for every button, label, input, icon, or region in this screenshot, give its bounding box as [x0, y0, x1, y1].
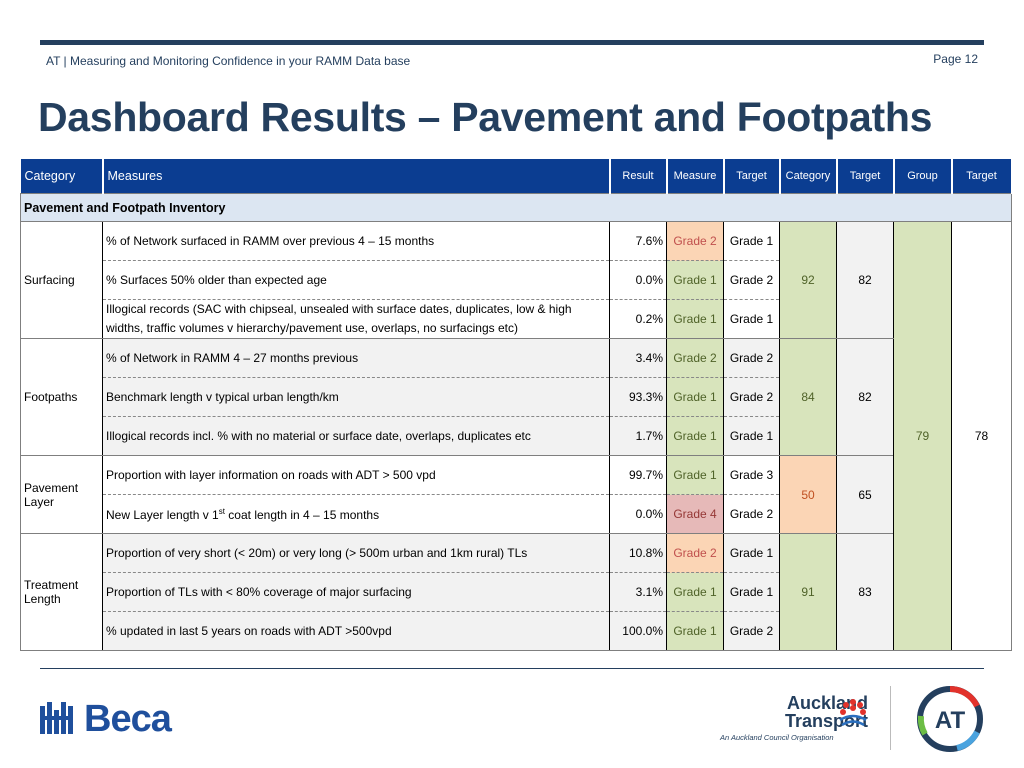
- top-rule: [40, 40, 984, 45]
- grade-cell: Grade 2: [666, 533, 724, 573]
- target-cell: Grade 1: [723, 416, 780, 456]
- bottom-rule: [40, 668, 984, 669]
- col-header-measures: Measures: [102, 159, 611, 194]
- dashboard-table: Category Measures Result Measure Target …: [20, 159, 1013, 651]
- measure-text-suffix: coat length in 4 – 15 months: [224, 507, 380, 522]
- category-target: 65: [836, 455, 894, 534]
- measure-cell: Benchmark length v typical urban length/…: [102, 377, 610, 417]
- measure-cell: % Surfaces 50% older than expected age: [102, 260, 610, 300]
- at-subtitle: An Auckland Council Organisation: [720, 733, 834, 742]
- target-cell: Grade 2: [723, 377, 780, 417]
- table-row: Illogical records incl. % with no materi…: [21, 416, 1012, 456]
- category-score: 84: [779, 338, 837, 456]
- beca-logo: Beca: [40, 698, 172, 740]
- measure-cell: % updated in last 5 years on roads with …: [102, 611, 610, 651]
- category-treatment-length: Treatment Length: [20, 533, 103, 651]
- grade-cell: Grade 2: [666, 338, 724, 378]
- result-cell: 0.0%: [609, 260, 667, 300]
- table-row: Treatment Length Proportion of very shor…: [20, 533, 1012, 651]
- measure-cell: Proportion of TLs with < 80% coverage of…: [102, 572, 610, 612]
- at-circle-logo-icon: AT: [917, 686, 983, 752]
- table-row: Pavement Layer Proportion with layer inf…: [20, 455, 1012, 534]
- beca-wordmark: Beca: [84, 698, 172, 740]
- grade-cell: Grade 1: [666, 260, 724, 300]
- target-cell: Grade 3: [723, 455, 780, 495]
- table-row: % Surfaces 50% older than expected age 0…: [21, 260, 1012, 300]
- section-title: Pavement and Footpath Inventory: [20, 193, 1012, 222]
- target-cell: Grade 2: [723, 611, 780, 651]
- col-header-category-target: Target: [836, 159, 895, 194]
- at-line-1: Auckland: [786, 693, 868, 713]
- category-footpaths: Footpaths: [20, 338, 103, 456]
- grade-cell: Grade 1: [666, 455, 724, 495]
- measure-cell: Proportion with layer information on roa…: [102, 455, 610, 495]
- target-cell: Grade 1: [723, 299, 780, 339]
- result-cell: 1.7%: [609, 416, 667, 456]
- target-cell: Grade 2: [723, 338, 780, 378]
- category-score: 91: [779, 533, 837, 651]
- group-target: 78: [951, 221, 1012, 651]
- category-surfacing: Surfacing: [20, 221, 103, 339]
- beca-mark-icon: [40, 702, 73, 734]
- result-cell: 100.0%: [609, 611, 667, 651]
- target-cell: Grade 1: [723, 533, 780, 573]
- col-header-category-score: Category: [779, 159, 838, 194]
- target-cell: Grade 2: [723, 260, 780, 300]
- measure-superscript: st: [218, 506, 225, 516]
- grade-cell: Grade 1: [666, 416, 724, 456]
- grade-cell: Grade 4: [666, 494, 724, 534]
- category-target: 82: [836, 221, 894, 339]
- measure-cell: New Layer length v 1st coat length in 4 …: [102, 494, 610, 534]
- col-header-measure: Measure: [666, 159, 725, 194]
- table-row: Illogical records (SAC with chipseal, un…: [21, 299, 1012, 339]
- table-row: Proportion of TLs with < 80% coverage of…: [21, 572, 1012, 612]
- col-header-group: Group: [893, 159, 953, 194]
- measure-cell: % of Network surfaced in RAMM over previ…: [102, 221, 610, 261]
- pohutukawa-flower-icon: [839, 699, 867, 727]
- table-row: % updated in last 5 years on roads with …: [21, 611, 1012, 651]
- col-header-category: Category: [20, 159, 104, 194]
- result-cell: 3.1%: [609, 572, 667, 612]
- measure-cell: % of Network in RAMM 4 – 27 months previ…: [102, 338, 610, 378]
- section-row: Pavement and Footpath Inventory: [20, 193, 1012, 222]
- measure-cell: Illogical records (SAC with chipseal, un…: [102, 299, 610, 339]
- col-header-group-target: Target: [951, 159, 1013, 194]
- result-cell: 99.7%: [609, 455, 667, 495]
- category-pavement-layer: Pavement Layer: [20, 455, 103, 534]
- at-mark-text: AT: [935, 707, 966, 734]
- col-header-target: Target: [723, 159, 781, 194]
- category-target: 82: [836, 338, 894, 456]
- page-number: Page 12: [933, 52, 978, 66]
- result-cell: 10.8%: [609, 533, 667, 573]
- grade-cell: Grade 1: [666, 572, 724, 612]
- target-cell: Grade 1: [723, 221, 780, 261]
- measure-cell: Illogical records incl. % with no materi…: [102, 416, 610, 456]
- measure-text-prefix: New Layer length v 1: [106, 507, 219, 522]
- result-cell: 7.6%: [609, 221, 667, 261]
- page-title: Dashboard Results – Pavement and Footpat…: [38, 94, 933, 140]
- grade-cell: Grade 2: [666, 221, 724, 261]
- table-row: Benchmark length v typical urban length/…: [21, 377, 1012, 417]
- result-cell: 93.3%: [609, 377, 667, 417]
- table-row: New Layer length v 1st coat length in 4 …: [21, 494, 1012, 534]
- col-header-result: Result: [609, 159, 668, 194]
- result-cell: 0.2%: [609, 299, 667, 339]
- grade-cell: Grade 1: [666, 299, 724, 339]
- result-cell: 3.4%: [609, 338, 667, 378]
- target-cell: Grade 2: [723, 494, 780, 534]
- category-score: 50: [779, 455, 837, 534]
- table-header-row: Category Measures Result Measure Target …: [20, 159, 1013, 194]
- category-score: 92: [779, 221, 837, 339]
- group-score: 79: [893, 221, 952, 651]
- table-row: Surfacing % of Network surfaced in RAMM …: [20, 221, 1012, 651]
- grade-cell: Grade 1: [666, 377, 724, 417]
- target-cell: Grade 1: [723, 572, 780, 612]
- measure-cell: Proportion of very short (< 20m) or very…: [102, 533, 610, 573]
- logo-divider: [890, 686, 891, 750]
- table-row: Footpaths % of Network in RAMM 4 – 27 mo…: [20, 338, 1012, 456]
- presentation-header: AT | Measuring and Monitoring Confidence…: [46, 54, 411, 68]
- result-cell: 0.0%: [609, 494, 667, 534]
- category-target: 83: [836, 533, 894, 651]
- grade-cell: Grade 1: [666, 611, 724, 651]
